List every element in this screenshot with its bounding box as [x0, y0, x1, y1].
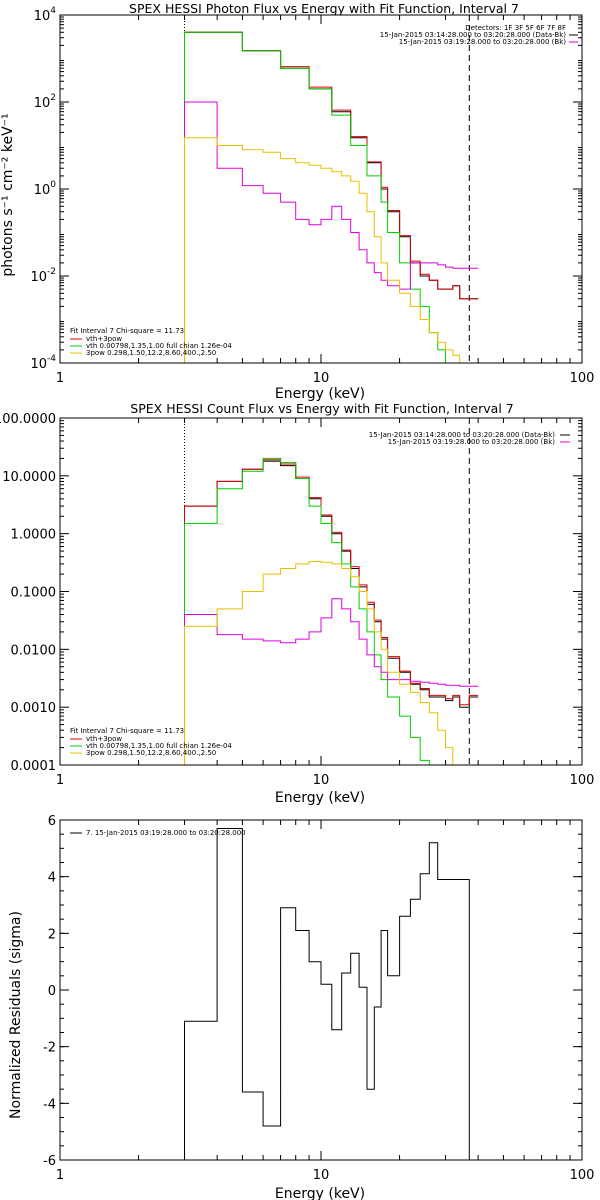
count-legend-top: 15-Jan-2015 03:14:28.000 to 03:20:28.000…: [369, 431, 570, 446]
y-tick-label: 0.0001: [11, 759, 57, 774]
legend-resid-interval: 7. 15-Jan-2015 03:19:28.000 to 03:20:28.…: [86, 829, 246, 837]
x-tick-label: 10: [313, 371, 330, 386]
photon-flux-panel: SPEX HESSI Photon Flux vs Energy with Fi…: [0, 1, 594, 402]
y-tick-exponent: 0: [50, 180, 56, 190]
y-tick-label: 1.0000: [11, 528, 57, 543]
y-tick-label: 10-4: [30, 354, 56, 372]
y-tick-label: 4: [48, 871, 56, 886]
legend-fit-title: Fit Interval 7 Chi-square = 11.73: [70, 727, 184, 735]
legend-background-interval: 15-Jan-2015 03:19:28.000 to 03:20:28.000…: [399, 38, 567, 46]
legend-powerlaw-fit: 3pow 0.298,1.50,12.2,8.60,400.,2.50: [86, 749, 216, 757]
y-tick-exponent: 4: [50, 6, 56, 16]
y-tick-base: 10: [30, 270, 47, 285]
x-tick-label: 100: [570, 1168, 595, 1183]
resid-legend: 7. 15-Jan-2015 03:19:28.000 to 03:20:28.…: [70, 829, 246, 837]
photon-series-1: [184, 31, 479, 363]
photon-x-axis-label: Energy (keV): [275, 386, 365, 402]
y-tick-label: 2: [48, 927, 56, 942]
photon-chart-title: SPEX HESSI Photon Flux vs Energy with Fi…: [129, 1, 519, 16]
legend-fit-title: Fit Interval 7 Chi-square = 11.73: [70, 327, 184, 335]
count-series-3: [184, 598, 479, 765]
residuals-panel: Normalized Residuals (sigma) Energy (keV…: [8, 814, 594, 1200]
photon-series-0: [184, 31, 479, 363]
resid-plot-frame: [59, 819, 583, 1161]
y-tick-exponent: -4: [47, 354, 56, 364]
x-tick-label: 100: [570, 371, 595, 386]
y-tick-label: 104: [34, 6, 57, 24]
legend-total-fit: vth+3pow: [86, 735, 122, 743]
y-tick-label: 102: [34, 93, 56, 111]
photon-plot-frame: [59, 14, 583, 364]
legend-background-interval: 15-Jan-2015 03:19:28.000 to 03:20:28.000…: [388, 438, 556, 446]
photon-series-3: [184, 101, 479, 363]
y-tick-exponent: -2: [47, 267, 56, 277]
y-tick-base: 10: [30, 357, 47, 372]
x-tick-label: 10: [313, 1168, 330, 1183]
y-tick-label: -4: [43, 1097, 56, 1112]
y-tick-base: 10: [34, 96, 51, 111]
photon-y-axis-label: photons s⁻¹ cm⁻² keV⁻¹: [0, 113, 16, 276]
x-tick-label: 100: [570, 773, 595, 788]
resid-x-axis-label: Energy (keV): [275, 1186, 365, 1200]
count-flux-panel: SPEX HESSI Count Flux vs Energy with Fit…: [0, 401, 594, 806]
y-tick-label: 0.0010: [11, 701, 57, 716]
y-tick-base: 10: [34, 9, 51, 24]
y-tick-label: 0.0100: [11, 643, 57, 658]
count-series-2: [184, 457, 479, 766]
count-legend-bottom: Fit Interval 7 Chi-square = 11.73 vth+3p…: [70, 727, 232, 757]
y-tick-base: 10: [34, 183, 51, 198]
count-plot-frame: [59, 417, 583, 766]
y-tick-label: 100: [34, 180, 57, 198]
legend-powerlaw-fit: 3pow 0.298,1.50,12.2,8.60,400.,2.50: [86, 349, 216, 357]
legend-detectors: Detectors: 1F 3F 5F 6F 7F 8F: [465, 24, 566, 32]
photon-series-2: [184, 31, 479, 364]
x-tick-label: 1: [56, 371, 64, 386]
y-tick-label: -2: [43, 1041, 56, 1056]
photon-series-4: [184, 137, 479, 364]
legend-thermal-fit: vth 0.00798,1.35,1.00 full chian 1.26e-0…: [86, 342, 232, 350]
legend-data-interval: 15-Jan-2015 03:14:28.000 to 03:20:28.000…: [380, 31, 567, 39]
y-tick-label: 10-2: [30, 267, 56, 285]
x-tick-label: 10: [313, 773, 330, 788]
y-tick-label: 10.0000: [2, 470, 56, 485]
y-tick-label: 6: [48, 814, 56, 829]
count-x-axis-label: Energy (keV): [275, 790, 365, 806]
y-tick-label: -6: [43, 1154, 56, 1169]
photon-legend-bottom: Fit Interval 7 Chi-square = 11.73 vth+3p…: [70, 327, 232, 357]
y-tick-label: 0.1000: [11, 586, 57, 601]
y-tick-label: 100.0000: [0, 412, 56, 427]
count-series-4: [184, 561, 479, 766]
x-tick-label: 1: [56, 1168, 64, 1183]
legend-thermal-fit: vth 0.00798,1.35,1.00 full chian 1.26e-0…: [86, 742, 232, 750]
legend-total-fit: vth+3pow: [86, 335, 122, 343]
resid-series-0: [184, 828, 470, 1160]
count-chart-title: SPEX HESSI Count Flux vs Energy with Fit…: [130, 401, 513, 416]
legend-data-interval: 15-Jan-2015 03:14:28.000 to 03:20:28.000…: [369, 431, 556, 439]
y-tick-exponent: 2: [50, 93, 56, 103]
x-tick-label: 1: [56, 773, 64, 788]
photon-legend-top: Detectors: 1F 3F 5F 6F 7F 8F 15-Jan-2015…: [380, 24, 578, 46]
resid-y-axis-label: Normalized Residuals (sigma): [8, 911, 24, 1119]
y-tick-label: 0: [48, 984, 56, 999]
